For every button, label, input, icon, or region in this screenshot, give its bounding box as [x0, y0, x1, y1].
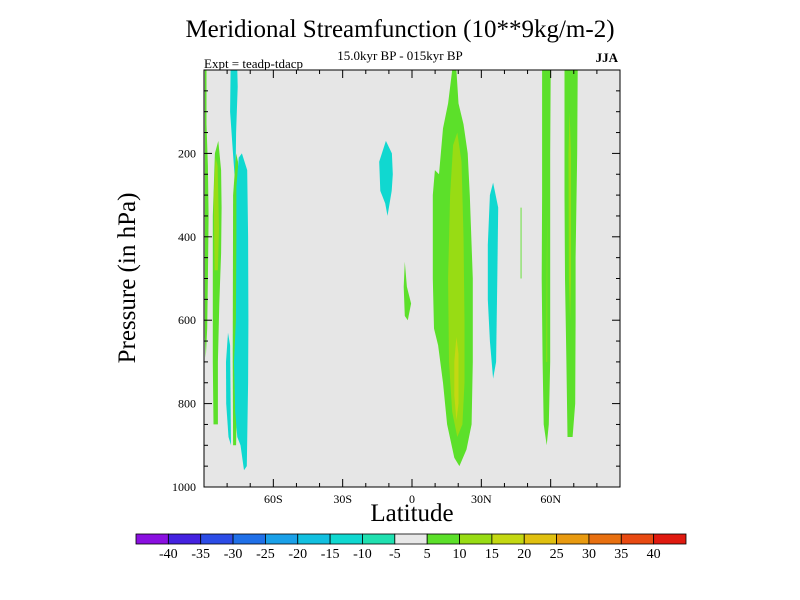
colorbar-box — [394, 533, 428, 545]
colorbar-label: 5 — [424, 547, 431, 562]
colorbar-label: -25 — [256, 547, 275, 562]
contour-region — [213, 157, 219, 271]
colorbar-label: -35 — [191, 547, 210, 562]
colorbar-box — [588, 533, 622, 545]
colorbar-label: 40 — [647, 547, 661, 562]
contour-region — [564, 70, 578, 437]
colorbar-box — [523, 533, 557, 545]
colorbar-box — [200, 533, 234, 545]
x-tick-label: 0 — [409, 492, 415, 506]
colorbar-label: -30 — [224, 547, 243, 562]
colorbar: -40 -35 -30 -25 -20 -15 -10 -5 5 10 15 20 25 30 35 40 — [135, 533, 687, 562]
contour-region — [230, 70, 238, 187]
x-tick-label: 30N — [471, 492, 492, 506]
x-axis-label: Latitude — [370, 500, 454, 527]
colorbar-box — [556, 533, 590, 545]
colorbar-box — [653, 533, 687, 545]
colorbar-label: -15 — [321, 547, 340, 562]
colorbar-label: 20 — [517, 547, 531, 562]
chart-title: Meridional Streamfunction (10**9kg/m-2) — [185, 16, 615, 43]
contour-region — [541, 70, 551, 446]
x-tick-label: 60S — [264, 492, 283, 506]
contour-region — [546, 207, 548, 362]
chart-subtitle: 15.0kyr BP - 015kyr BP — [337, 48, 463, 63]
contour-region — [234, 153, 249, 471]
y-tick-label: 1000 — [172, 480, 196, 494]
x-tick-label: 60N — [540, 492, 561, 506]
colorbar-box — [362, 533, 396, 545]
plot-frame — [203, 69, 621, 488]
colorbar-box — [297, 533, 331, 545]
colorbar-label: 35 — [614, 547, 628, 562]
colorbar-box — [426, 533, 460, 545]
colorbar-label: -10 — [353, 547, 372, 562]
contour-region — [520, 207, 522, 279]
contour-region — [448, 132, 465, 437]
contour-region — [454, 336, 459, 421]
y-tick-label: 200 — [178, 146, 196, 160]
colorbar-label: 15 — [485, 547, 499, 562]
experiment-label: Expt = teadp-tdacp — [204, 56, 304, 71]
colorbar-box — [620, 533, 655, 545]
contour-region — [204, 70, 209, 358]
colorbar-box — [232, 533, 266, 545]
plot-background — [204, 70, 620, 487]
colorbar-label: 10 — [453, 547, 467, 562]
contour-region — [379, 140, 393, 216]
y-tick-label: 800 — [178, 397, 196, 411]
x-tick-label: 30S — [333, 492, 352, 506]
contour-region — [568, 111, 571, 321]
colorbar-box — [491, 533, 525, 545]
contour-region — [226, 332, 231, 446]
colorbar-box — [265, 533, 299, 545]
y-tick-label: 600 — [178, 313, 196, 327]
season-label: JJA — [595, 50, 618, 65]
colorbar-box — [167, 533, 202, 545]
contour-region — [487, 182, 499, 379]
colorbar-label: -20 — [288, 547, 307, 562]
colorbar-label: 25 — [550, 547, 564, 562]
axis-ticks: 60S 30S 0 30N 60N 200 400 600 800 1000 — [172, 69, 621, 506]
colorbar-label: -40 — [159, 547, 178, 562]
y-tick-label: 400 — [178, 230, 196, 244]
colorbar-box — [329, 533, 363, 545]
colorbar-box — [135, 533, 169, 545]
colorbar-box — [459, 533, 493, 545]
contour-regions — [204, 70, 578, 471]
contour-region — [403, 261, 412, 321]
colorbar-label: 30 — [582, 547, 596, 562]
colorbar-label: -5 — [389, 547, 401, 562]
